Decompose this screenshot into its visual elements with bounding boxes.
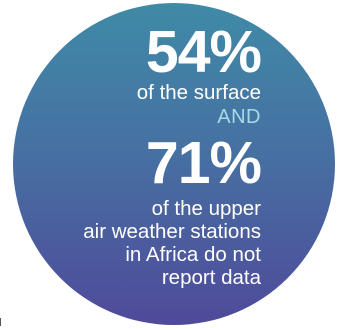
stat-caption-line: in Africa do not	[125, 243, 261, 266]
stat-percentage-upper-air: 71%	[145, 130, 262, 196]
stat-circle: 54% of the surface AND 71% of the upper …	[13, 3, 335, 325]
stat-caption-line: air weather stations	[83, 220, 261, 243]
stat-percentage-surface: 54%	[145, 19, 262, 85]
stat-caption-line: of the upper	[151, 197, 261, 220]
stat-caption-line: report data	[161, 266, 261, 289]
connector-text: AND	[217, 106, 261, 128]
stat-content: 54% of the surface AND 71% of the upper …	[13, 3, 335, 325]
edge-tick-mark	[0, 318, 1, 326]
stat-caption-surface: of the surface	[136, 81, 261, 104]
